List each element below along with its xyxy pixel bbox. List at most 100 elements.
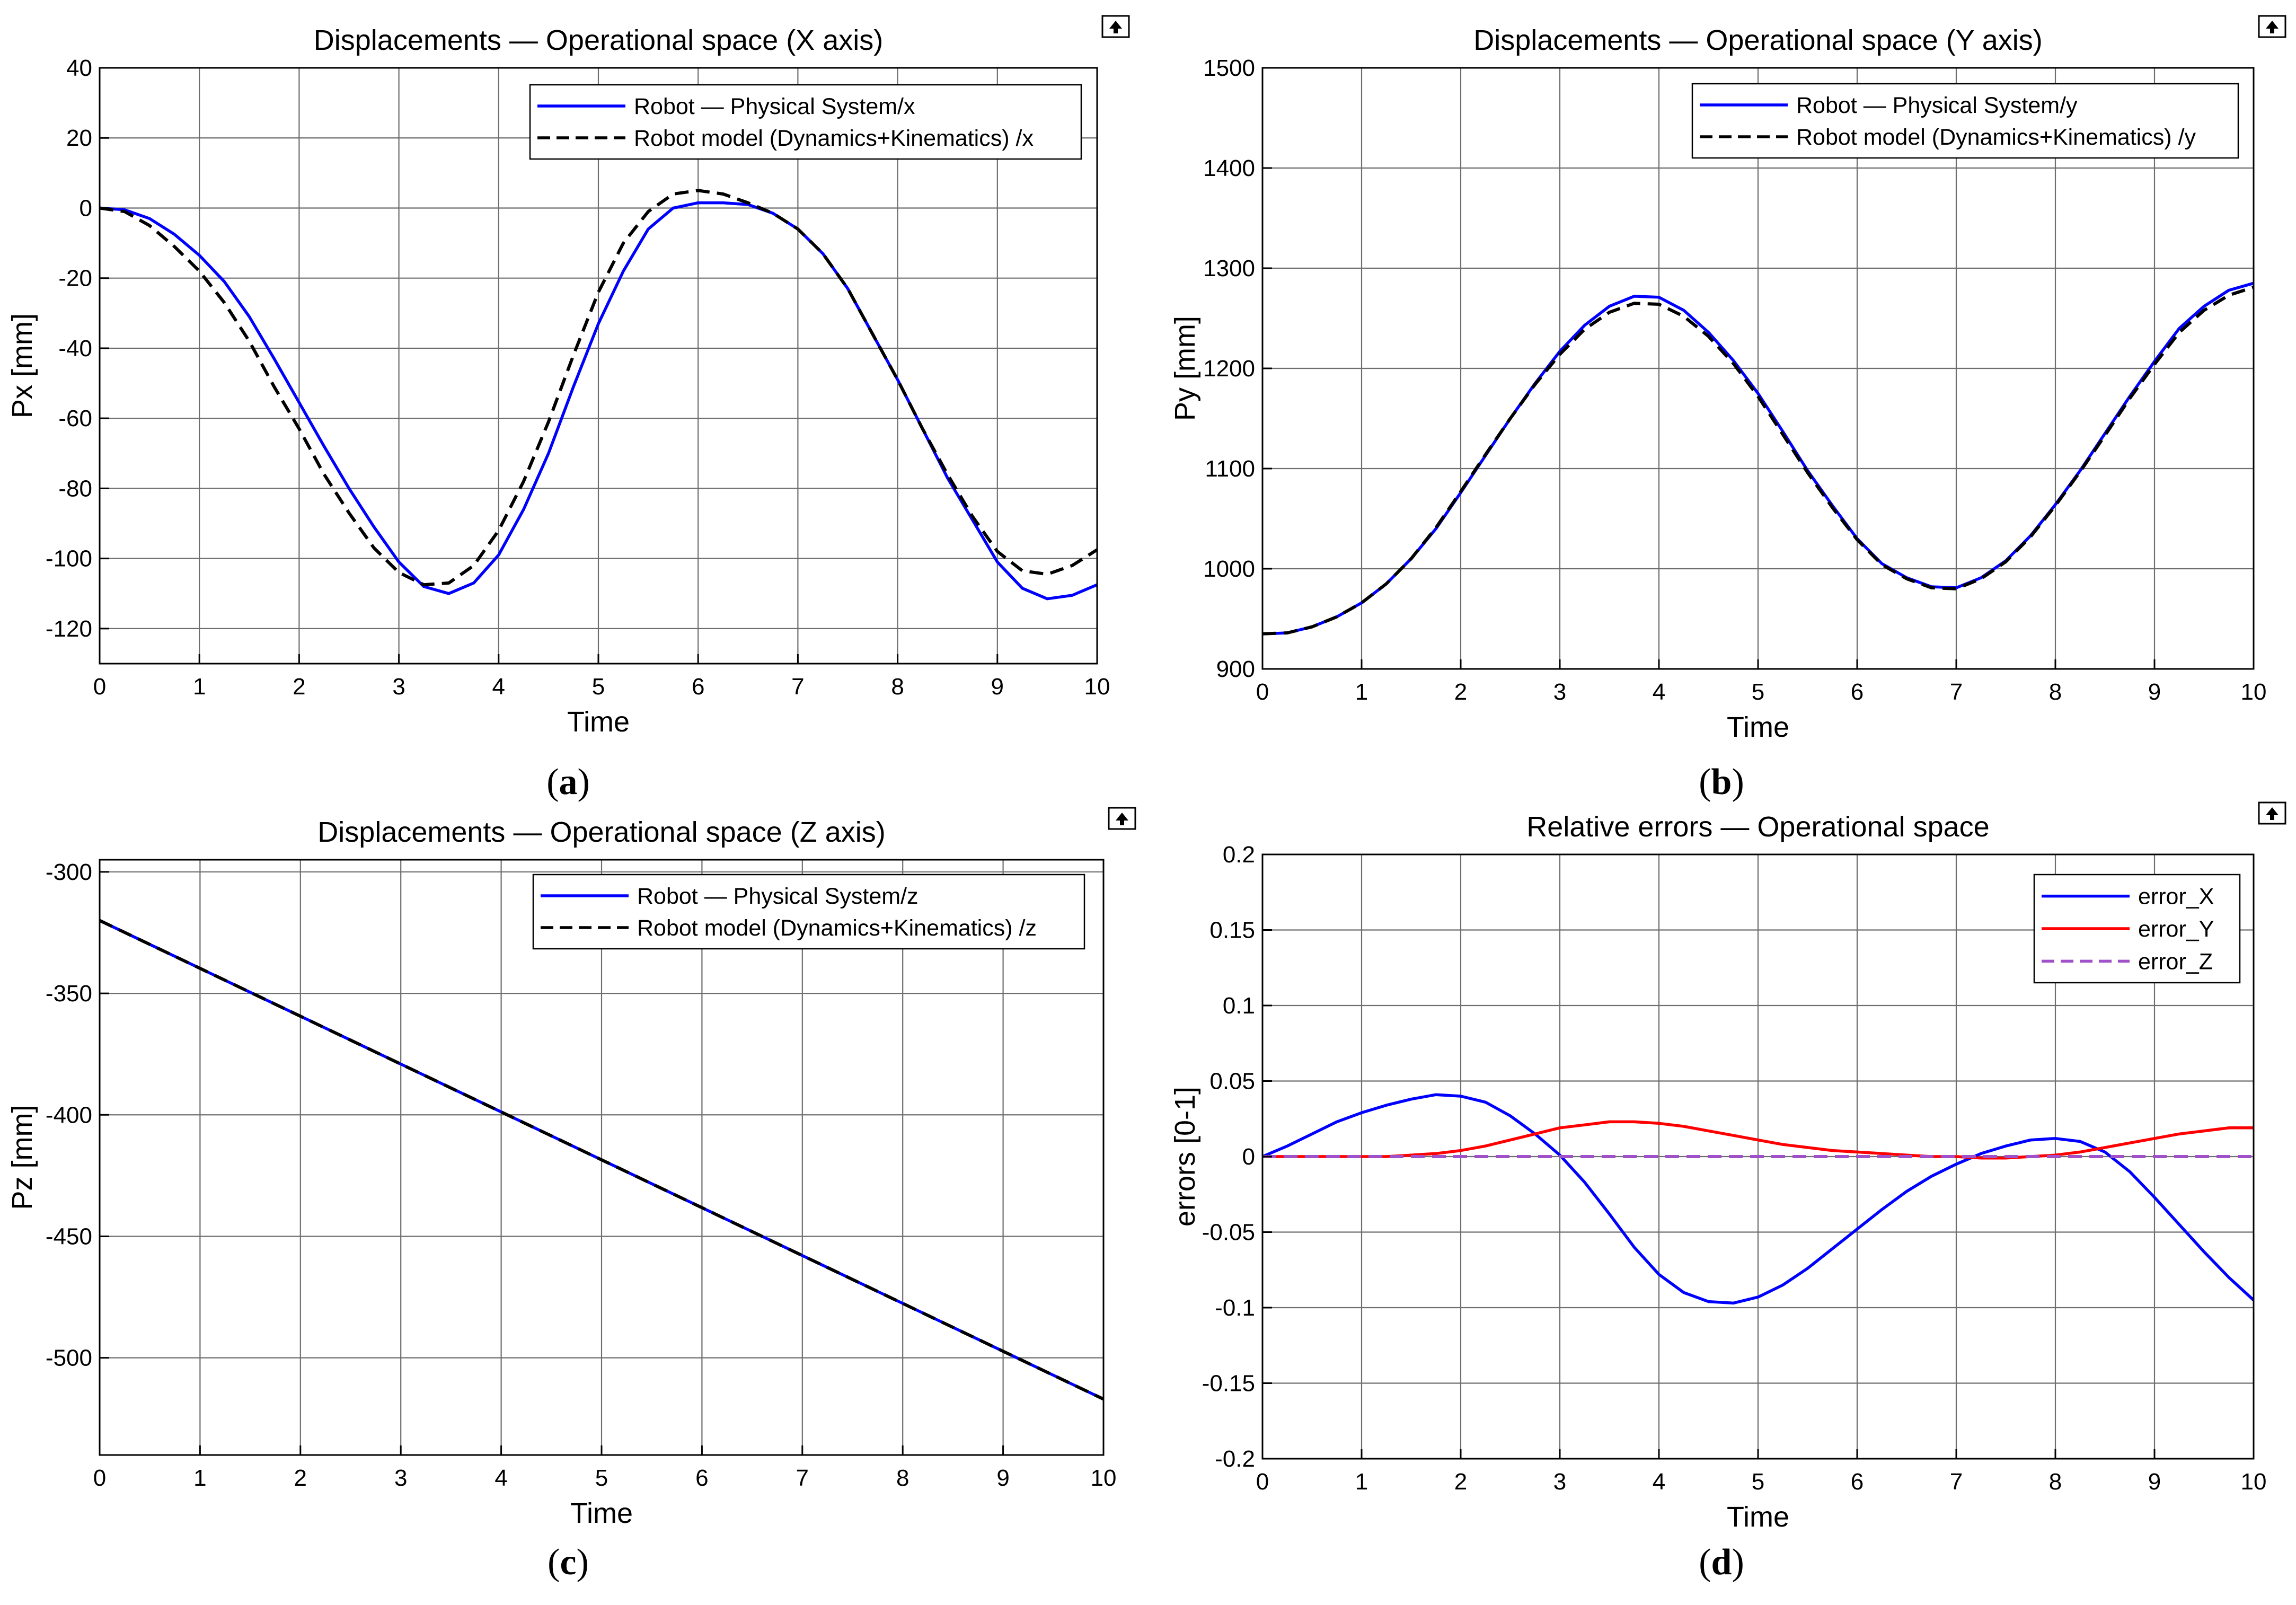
x-tick-label: 7 (1950, 679, 1963, 705)
panel-caption: (c) (547, 1542, 589, 1583)
x-axis-label: Time (1727, 711, 1789, 743)
legend-entry: error_Y (2138, 916, 2214, 942)
x-tick-label: 4 (1653, 1469, 1665, 1495)
x-tick-label: 6 (1851, 679, 1864, 705)
undock-arrow-icon[interactable] (1101, 15, 1130, 38)
legend: Robot — Physical System/z Robot model (Dy… (532, 874, 1085, 950)
y-tick-label: 0.15 (1209, 918, 1255, 943)
y-axis-label: Pz [mm] (6, 1105, 38, 1210)
chart-d: 0 1 2 3 4 5 6 7 8 9 10 -0.2 -0.15 -0.1 -0.05 0 0.05 0.1 0.… (1169, 801, 2286, 1583)
y-tick-label: 1500 (1203, 55, 1255, 81)
x-axis-label: Time (1727, 1501, 1789, 1533)
y-tick-label: -500 (46, 1345, 92, 1371)
series-line-black (1262, 286, 2254, 636)
x-tick-label: 10 (2241, 1469, 2267, 1495)
legend-entry: Robot model (Dynamics+Kinematics) /x (634, 126, 1034, 151)
y-tick-label: -40 (58, 336, 92, 361)
legend-entry: error_X (2138, 884, 2214, 910)
x-tick-label: 3 (394, 1465, 407, 1491)
y-tick-label: -300 (46, 859, 92, 885)
y-tick-label: 1200 (1203, 356, 1255, 382)
undock-arrow-icon[interactable] (1108, 807, 1136, 830)
caption-open-paren: ( (1699, 762, 1711, 802)
y-tick-label: 1400 (1203, 155, 1255, 181)
legend: Robot — Physical System/y Robot model (Dy… (1691, 83, 2239, 159)
x-tick-label: 9 (991, 674, 1004, 700)
y-tick-label: -0.1 (1215, 1295, 1255, 1321)
undock-arrow-icon[interactable] (2258, 15, 2286, 38)
x-tick-label: 1 (193, 1465, 206, 1491)
x-tick-label: 4 (492, 674, 505, 700)
y-axis-label: Py [mm] (1169, 316, 1201, 421)
x-tick-label: 1 (1355, 1469, 1368, 1495)
x-tick-label: 5 (592, 674, 605, 700)
y-tick-label: 0 (1242, 1144, 1255, 1170)
x-axis-label: Time (567, 706, 630, 738)
x-tick-label: 10 (1091, 1465, 1117, 1491)
legend-entry: Robot model (Dynamics+Kinematics) /z (637, 915, 1037, 941)
panel-caption: (b) (1699, 762, 1744, 802)
y-tick-label: 20 (66, 125, 92, 151)
series-line-black (99, 189, 1098, 587)
y-tick-label: 1100 (1205, 456, 1255, 482)
chart-title: Displacements — Operational space (X axi… (314, 24, 883, 56)
y-tick-label: 0.05 (1209, 1069, 1255, 1095)
y-tick-label: -450 (46, 1223, 92, 1249)
x-tick-label: 8 (2049, 1469, 2062, 1495)
legend-entry: Robot — Physical System/z (637, 884, 919, 909)
caption-letter: c (560, 1542, 576, 1583)
caption-close-paren: ) (1732, 1542, 1744, 1583)
x-tick-label: 2 (1454, 1469, 1467, 1495)
legend: Robot — Physical System/x Robot model (Dy… (529, 84, 1082, 160)
undock-icon-arrow (1109, 21, 1122, 29)
y-tick-label: -60 (58, 405, 92, 431)
x-tick-label: 5 (595, 1465, 608, 1491)
x-tick-label: 4 (1653, 679, 1665, 705)
x-tick-label: 3 (1553, 1469, 1566, 1495)
x-tick-label: 5 (1752, 679, 1764, 705)
chart-c: 0 1 2 3 4 5 6 7 8 9 10 -500 -450 -400 -350 -300 Displace… (6, 807, 1136, 1583)
x-tick-label: 2 (293, 674, 305, 700)
y-tick-label: -0.15 (1202, 1371, 1255, 1397)
legend-box (1691, 83, 2239, 159)
y-tick-label: -80 (58, 475, 92, 501)
x-axis-label: Time (570, 1497, 633, 1529)
y-tick-label: 900 (1216, 656, 1255, 682)
y-tick-label: -120 (46, 616, 92, 642)
x-tick-label: 9 (2148, 679, 2161, 705)
legend-box (532, 874, 1085, 950)
chart-b: 0 1 2 3 4 5 6 7 8 9 10 900 1000 1100 1200 1300 1400 1500 D… (1169, 15, 2286, 802)
undock-arrow-icon[interactable] (2258, 801, 2286, 825)
x-tick-label: 0 (93, 674, 106, 700)
x-tick-label: 10 (1084, 674, 1110, 700)
x-tick-label: 7 (791, 674, 804, 700)
legend-entry: error_Z (2138, 949, 2213, 974)
x-tick-label: 2 (294, 1465, 307, 1491)
undock-icon-arrow (2266, 21, 2279, 29)
x-tick-label: 8 (896, 1465, 909, 1491)
x-tick-label: 0 (93, 1465, 106, 1491)
caption-close-paren: ) (577, 1542, 589, 1583)
chart-title: Relative errors — Operational space (1526, 811, 1989, 843)
x-tick-label: 4 (494, 1465, 507, 1491)
y-tick-label: -0.05 (1202, 1220, 1255, 1246)
x-tick-label: 7 (796, 1465, 809, 1491)
undock-icon-stem (1114, 28, 1118, 33)
undock-icon-arrow (1116, 813, 1128, 821)
legend: error_X error_Y error_Z (2033, 874, 2241, 984)
x-tick-label: 1 (1355, 679, 1368, 705)
undock-icon-stem (1120, 820, 1124, 825)
y-axis-label: errors [0-1] (1169, 1087, 1201, 1227)
panel-caption: (d) (1699, 1542, 1744, 1583)
caption-close-paren: ) (1732, 762, 1744, 802)
series-line-red (1262, 1120, 2254, 1160)
x-tick-label: 6 (692, 674, 704, 700)
x-tick-label: 3 (392, 674, 405, 700)
undock-icon-arrow (2266, 807, 2279, 815)
x-tick-label: 9 (996, 1465, 1009, 1491)
x-tick-label: 3 (1553, 679, 1566, 705)
y-tick-label: -0.2 (1215, 1446, 1255, 1472)
x-tick-label: 0 (1256, 679, 1269, 705)
chart-title: Displacements — Operational space (Z axi… (317, 816, 885, 848)
